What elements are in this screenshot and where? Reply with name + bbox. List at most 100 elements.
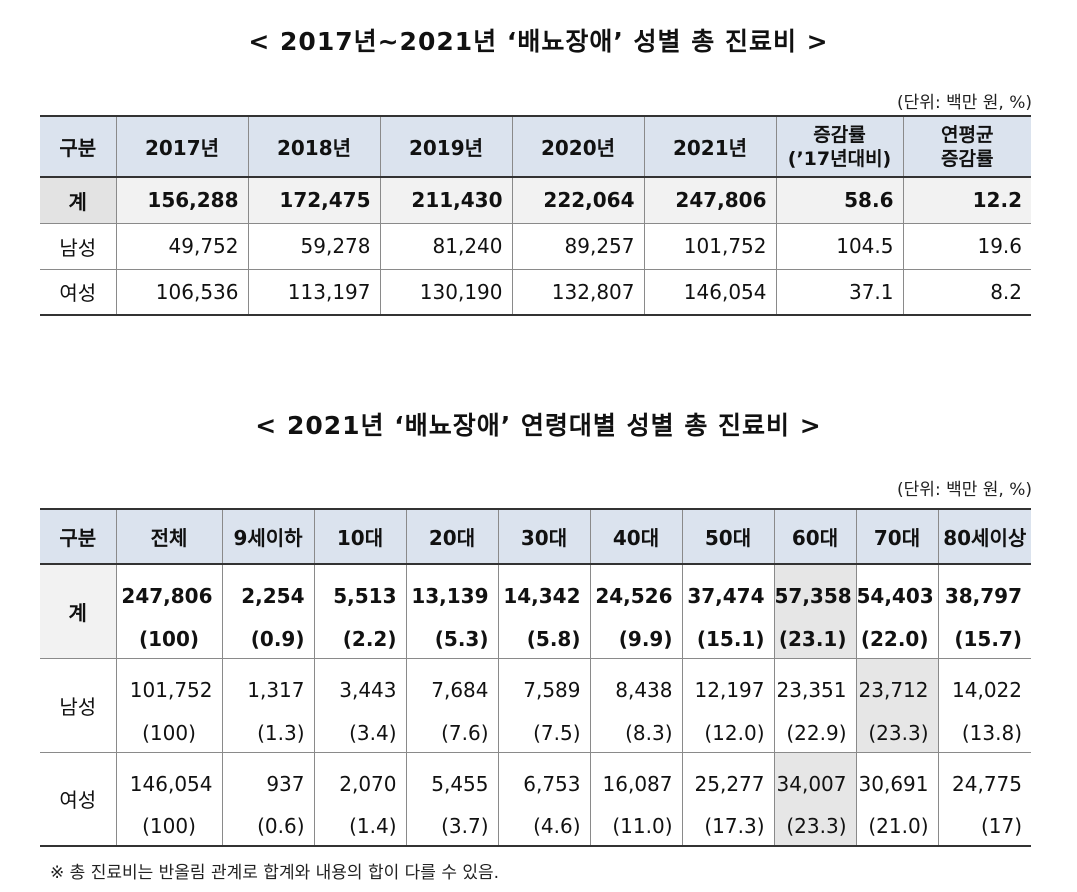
table-cell: (17) [937,799,1031,847]
table-cell: (11.0) [589,799,683,847]
table2-header: 20대 [405,509,499,565]
table2-header: 40대 [589,509,683,565]
table-cell: (5.3) [405,611,499,659]
table2: 구분 전체 9세이하 10대 20대 30대 40대 50대 60대 70대 8… [40,508,1031,847]
table-cell: 5,513 [313,563,407,611]
table1: 구분 2017년 2018년 2019년 2020년 2021년 증감률 (’1… [40,115,1031,316]
table-cell: 1,317 [221,657,315,705]
table2-header: 60대 [773,509,857,565]
table-cell: (4.6) [497,799,591,847]
table-cell: 5,455 [405,751,499,799]
table2-row-female-shares: (100) (0.6) (1.4) (3.7) (4.6) (11.0) (17… [40,799,1031,847]
table-cell: 222,064 [511,176,645,224]
table-cell: 101,752 [643,222,777,270]
table-cell: (13.8) [937,705,1031,753]
table-cell: (12.0) [681,705,775,753]
table1-title: < 2017년~2021년 ‘배뇨장애’ 성별 총 진료비 > [248,27,829,56]
header-change-rate-line1: 증감률 [813,123,866,146]
table-cell: 130,190 [379,268,513,316]
table-cell: (5.8) [497,611,591,659]
table-cell: (21.0) [855,799,939,847]
table1-header-2017: 2017년 [115,116,249,178]
table-cell: 14,342 [497,563,591,611]
table2-row-total-shares: (100) (0.9) (2.2) (5.3) (5.8) (9.9) (15.… [40,611,1031,659]
table1-header-2019: 2019년 [379,116,513,178]
table-cell: 8.2 [902,268,1031,316]
table-cell: (0.6) [221,799,315,847]
table-cell: 12.2 [902,176,1031,224]
table1-header-2018: 2018년 [247,116,381,178]
row-label-male: 남성 [40,657,117,752]
table-cell-highlight: (23.3) [855,705,939,753]
table-cell: 8,438 [589,657,683,705]
table-cell: 16,087 [589,751,683,799]
table-cell: 6,753 [497,751,591,799]
table-cell: (15.7) [937,611,1031,659]
table-cell: 여성 [40,268,117,316]
table-cell: (7.5) [497,705,591,753]
table-cell: 113,197 [247,268,381,316]
table-cell: (1.4) [313,799,407,847]
table-cell-highlight: 34,007 [773,751,857,799]
header-annual-avg-line1: 연평균 [941,123,994,146]
table-cell: 25,277 [681,751,775,799]
table-cell: 156,288 [115,176,249,224]
table1-row-total: 계 156,288 172,475 211,430 222,064 247,80… [40,176,1031,224]
table2-header: 전체 [115,509,223,565]
table-cell: (1.3) [221,705,315,753]
table2-header: 9세이하 [221,509,315,565]
table-cell: (15.1) [681,611,775,659]
table-cell: 2,070 [313,751,407,799]
table-cell: 37,474 [681,563,775,611]
table2-row-male-values: 남성 101,752 1,317 3,443 7,684 7,589 8,438… [40,657,1031,752]
table2-row-female-values: 여성 146,054 937 2,070 5,455 6,753 16,087 … [40,751,1031,846]
table-cell: (3.4) [313,705,407,753]
table-cell: (3.7) [405,799,499,847]
table1-header-2020: 2020년 [511,116,645,178]
table-cell: 23,351 [773,657,857,705]
table-cell: 247,806 [115,563,223,611]
table-cell: 172,475 [247,176,381,224]
table-cell: 24,526 [589,563,683,611]
table-cell: 146,054 [643,268,777,316]
table-cell-highlight: (23.3) [773,799,857,847]
header-annual-avg-line2: 증감률 [941,147,994,170]
table-cell: (8.3) [589,705,683,753]
table2-row-total-values: 계 247,806 2,254 5,513 13,139 14,342 24,5… [40,563,1031,658]
table-cell: 37.1 [775,268,904,316]
table-cell: 59,278 [247,222,381,270]
table-cell: (22.0) [855,611,939,659]
table-cell-highlight: 23,712 [855,657,939,705]
table-cell: 14,022 [937,657,1031,705]
table-cell: (100) [116,611,223,659]
table1-row-male: 남성 49,752 59,278 81,240 89,257 101,752 1… [40,222,1031,270]
table-cell: (0.9) [221,611,315,659]
table-cell-highlight: 57,358 [773,563,857,611]
table2-title: < 2021년 ‘배뇨장애’ 연령대별 성별 총 진료비 > [255,411,822,440]
table-cell: 24,775 [937,751,1031,799]
table2-header: 50대 [681,509,775,565]
table-cell: 58.6 [775,176,904,224]
table-cell: 30,691 [855,751,939,799]
table-cell: 12,197 [681,657,775,705]
table1-unit: (단위: 백만 원, %) [897,93,1032,113]
table-cell: (2.2) [313,611,407,659]
row-label-total: 계 [40,563,117,658]
table1-header-change-rate: 증감률 (’17년대비) [775,116,904,178]
table-cell: 146,054 [115,751,223,799]
table2-header: 구분 [40,509,117,565]
table1-row-female: 여성 106,536 113,197 130,190 132,807 146,0… [40,268,1031,316]
table-cell: (100) [116,799,223,847]
table-cell: 남성 [40,222,117,270]
table2-header: 10대 [313,509,407,565]
table-cell: 937 [221,751,315,799]
table-cell: 19.6 [902,222,1031,270]
footnote: ※ 총 진료비는 반올림 관계로 합계와 내용의 합이 다를 수 있음. [50,863,500,883]
table-cell: 49,752 [115,222,249,270]
table-cell: 3,443 [313,657,407,705]
table-cell: (7.6) [405,705,499,753]
table-cell: 89,257 [511,222,645,270]
table-cell: (17.3) [681,799,775,847]
table-cell: 247,806 [643,176,777,224]
table-cell: (100) [116,705,223,753]
